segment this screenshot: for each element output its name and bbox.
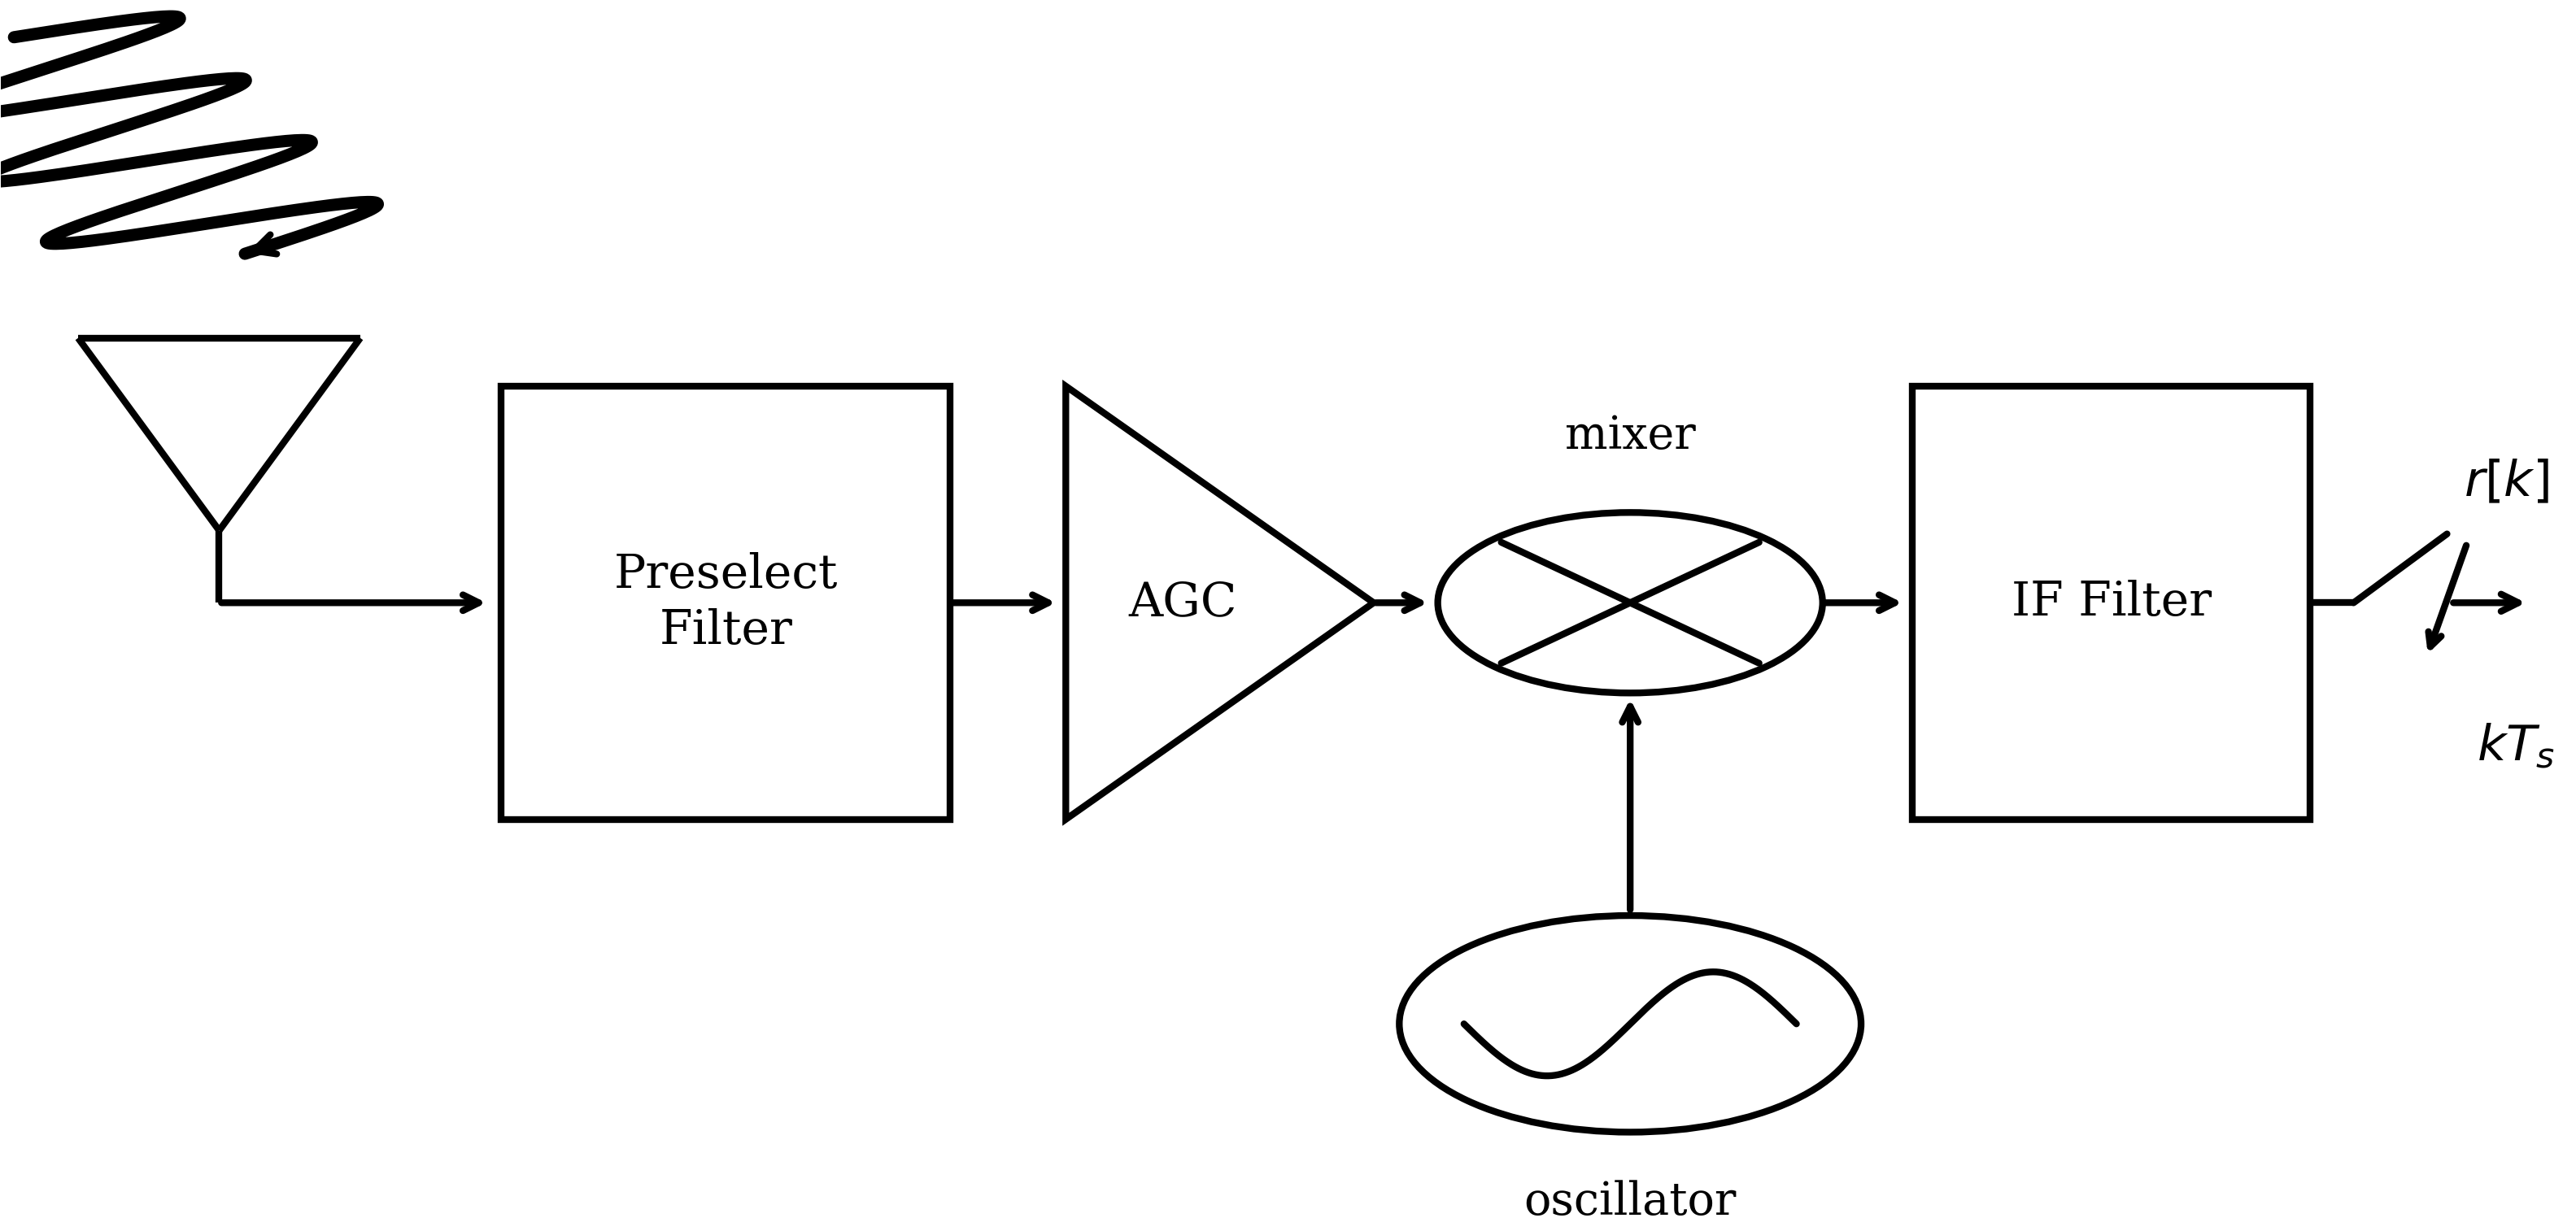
Text: oscillator: oscillator [1525,1181,1736,1225]
Text: mixer: mixer [1564,414,1695,458]
Bar [502,387,951,820]
Polygon shape [1066,387,1373,820]
Text: IF Filter: IF Filter [2012,580,2210,625]
Bar [1911,387,2311,820]
Text: $r[k]$: $r[k]$ [2465,458,2550,507]
Circle shape [1437,512,1824,693]
Text: AGC: AGC [1128,580,1236,625]
Circle shape [1399,916,1860,1133]
Text: $kT_s$: $kT_s$ [2476,723,2555,772]
Text: Preselect
Filter: Preselect Filter [613,551,837,654]
